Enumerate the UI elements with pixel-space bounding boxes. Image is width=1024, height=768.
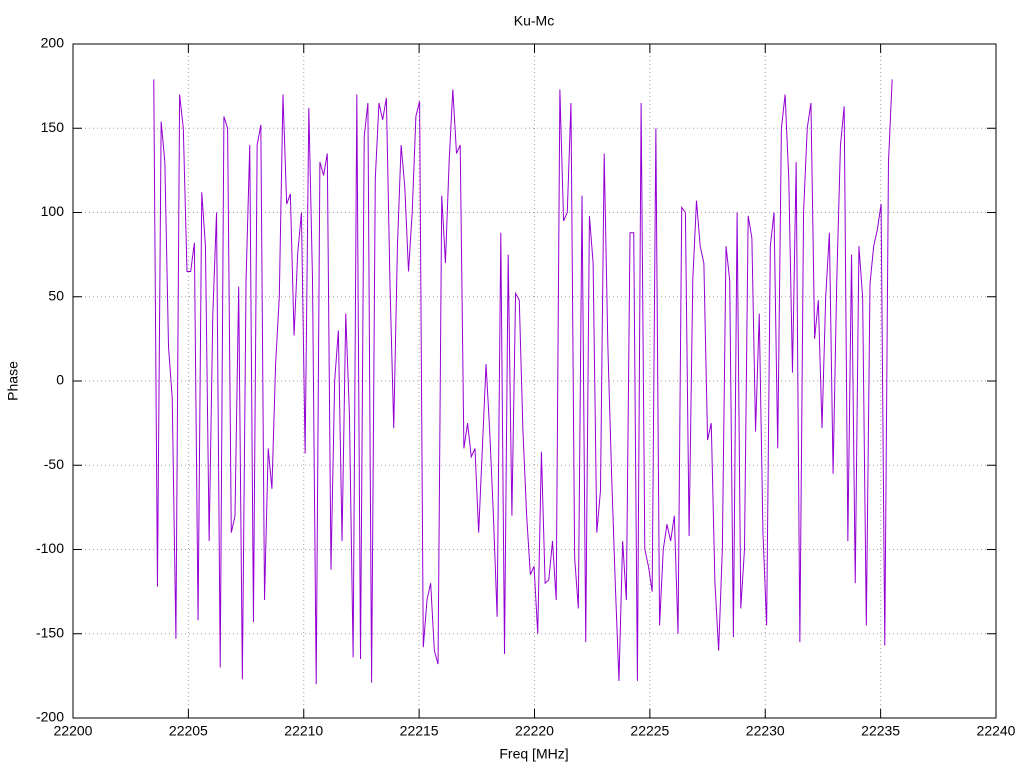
x-tick-label: 22240 — [977, 723, 1016, 739]
x-tick-label: 22220 — [515, 723, 554, 739]
x-tick-label: 22200 — [54, 723, 93, 739]
chart-title: Ku-Mc — [514, 13, 554, 29]
data-line — [153, 79, 893, 685]
y-tick-label: 100 — [41, 203, 65, 219]
y-tick-label: 150 — [41, 119, 65, 135]
x-tick-label: 22215 — [400, 723, 439, 739]
x-tick-label: 22225 — [630, 723, 669, 739]
y-tick-label: 0 — [56, 372, 64, 388]
y-tick-label: -100 — [36, 540, 64, 556]
x-tick-label: 22205 — [169, 723, 208, 739]
y-axis-label: Phase — [5, 361, 21, 401]
y-tick-label: 200 — [41, 35, 65, 51]
y-tick-label: 50 — [48, 287, 64, 303]
x-tick-label: 22235 — [861, 723, 900, 739]
y-tick-label: -50 — [44, 456, 64, 472]
x-axis-label: Freq [MHz] — [499, 746, 568, 762]
y-tick-label: -150 — [36, 624, 64, 640]
y-tick-label: -200 — [36, 709, 64, 725]
x-tick-label: 22230 — [746, 723, 785, 739]
plot-border — [72, 43, 997, 719]
x-tick-label: 22210 — [284, 723, 323, 739]
